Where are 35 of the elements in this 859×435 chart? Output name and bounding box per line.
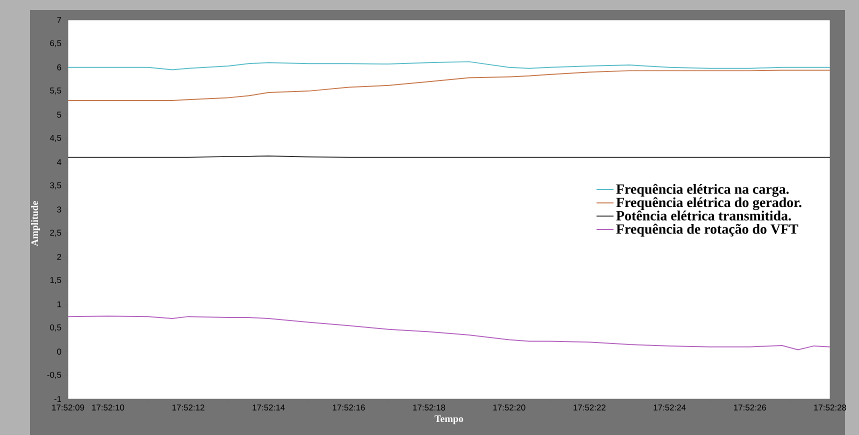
- x-tick-label: 17:52:18: [413, 404, 446, 411]
- y-tick-label: 5: [57, 112, 62, 118]
- y-tick-label: 2: [57, 254, 62, 260]
- legend-label: Frequência de rotação do VFT: [616, 224, 798, 237]
- x-tick-label: 17:52:26: [734, 404, 766, 411]
- y-tick-label: 3,5: [50, 182, 62, 190]
- x-tick-label: 17:52:24: [654, 404, 686, 411]
- y-tick-label: 1,5: [50, 277, 62, 284]
- y-tick-label: 4,5: [50, 134, 62, 142]
- legend-label: Potência elétrica transmitida.: [616, 210, 791, 221]
- y-tick-label: 7: [57, 17, 62, 23]
- x-axis-title: Tempo: [434, 416, 464, 424]
- y-tick-label: 4: [56, 159, 62, 166]
- legend-label: Frequência elétrica na carga.: [616, 184, 789, 197]
- y-tick-label: -0,5: [47, 372, 62, 379]
- x-tick-label: 17:52:28: [814, 404, 846, 411]
- y-tick-label: 1: [57, 301, 62, 308]
- y-tick-label: 0: [57, 348, 62, 355]
- y-tick-label: 5,5: [50, 88, 62, 95]
- y-tick-label: 6,5: [50, 40, 62, 48]
- x-tick-label: 17:52:22: [574, 404, 606, 411]
- y-tick-label: 3: [57, 206, 62, 212]
- line-series: [68, 316, 830, 350]
- y-tick-label: -1: [54, 396, 62, 402]
- x-tick-label: 17:52:10: [92, 404, 124, 411]
- x-tick-label: 17:52:12: [172, 404, 204, 411]
- legend-label: Frequência elétrica do gerador.: [616, 197, 802, 210]
- x-tick-label: 17:52:14: [252, 404, 285, 411]
- y-tick-label: 2,5: [50, 230, 62, 237]
- y-axis-title: Amplitude: [31, 201, 40, 246]
- x-tick-label: 17:52:20: [493, 404, 526, 411]
- x-tick-label: 17:52:16: [332, 404, 365, 411]
- y-tick-label: 6: [57, 64, 62, 70]
- y-tick-label: 0,5: [50, 324, 62, 332]
- x-tick-label: 17:52:09: [52, 404, 84, 411]
